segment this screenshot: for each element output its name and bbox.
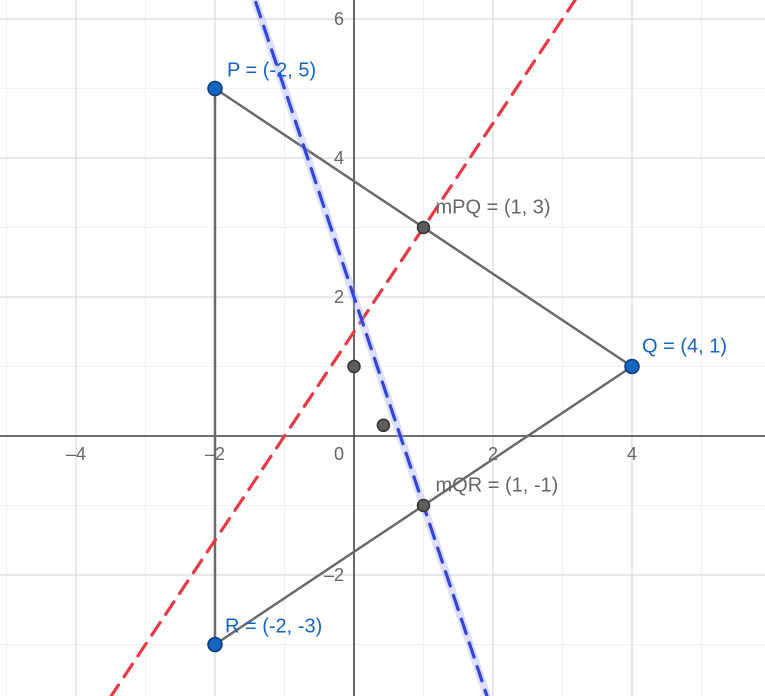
- y-tick-label: 6: [334, 9, 344, 29]
- point-P: [208, 82, 222, 96]
- point-Q: [625, 360, 639, 374]
- origin-label: 0: [334, 444, 344, 464]
- point-R: [208, 638, 222, 652]
- y-tick-label: –2: [324, 565, 344, 585]
- y-tick-label: 2: [334, 287, 344, 307]
- point-C: [377, 419, 389, 431]
- point-mPQ: [418, 222, 430, 234]
- label-mPQ: mPQ = (1, 3): [436, 197, 551, 219]
- y-tick-label: 4: [334, 148, 344, 168]
- point-I: [348, 361, 360, 373]
- label-mQR: mQR = (1, -1): [436, 475, 559, 497]
- label-Q: Q = (4, 1): [642, 336, 727, 358]
- label-R: R = (-2, -3): [225, 616, 322, 638]
- coordinate-plot: –4–224–22460P = (-2, 5)Q = (4, 1)R = (-2…: [0, 0, 765, 696]
- x-tick-label: 4: [627, 444, 637, 464]
- point-mQR: [418, 500, 430, 512]
- label-P: P = (-2, 5): [227, 60, 316, 82]
- x-tick-label: –4: [66, 444, 86, 464]
